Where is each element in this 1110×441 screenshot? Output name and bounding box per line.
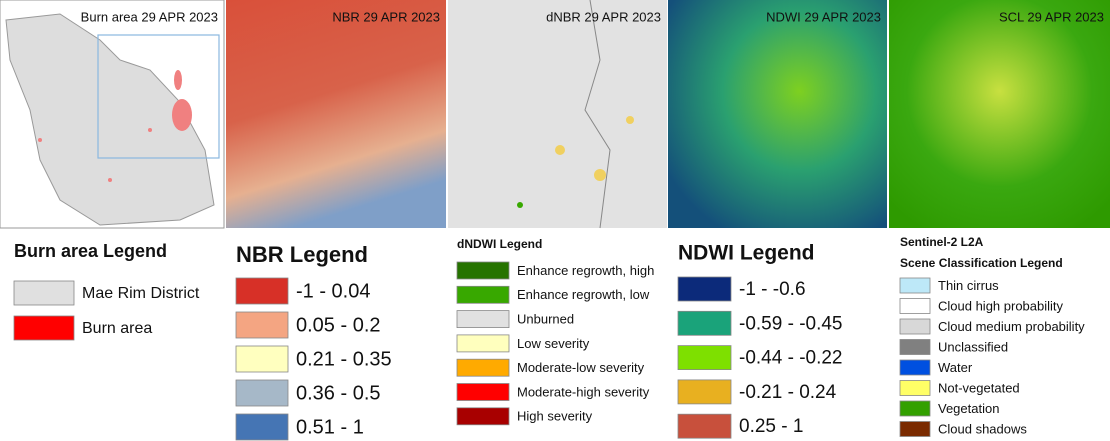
legend-label: -1 - -0.6 [739,279,806,300]
legend-label: 0.25 - 1 [739,416,803,437]
legend-label: Enhance regrowth, low [517,287,650,302]
legend-label: 0.36 - 0.5 [296,382,381,404]
legend-swatch [14,281,74,305]
legend-label: Cloud shadows [938,421,1027,436]
legend-label: -0.44 - -0.22 [739,348,843,369]
legend-swatch [457,286,509,303]
legend-title: dNDWI Legend [457,237,542,251]
legend-label: Thin cirrus [938,278,999,293]
legend-label: Not-vegetated [938,380,1020,395]
legend-swatch [900,401,930,416]
legend-title: Sentinel-2 L2A [900,235,984,249]
legend-swatch [236,278,288,304]
legend-label: -0.21 - 0.24 [739,382,837,403]
panel-title: dNBR 29 APR 2023 [546,9,661,24]
legend-swatch [900,319,930,334]
legend-title: NBR Legend [236,242,368,267]
legend-swatch [236,346,288,372]
legend-label: -1 - 0.04 [296,280,370,302]
legend-swatch [236,380,288,406]
legends: Burn area Legend Mae Rim District Burn are… [14,235,1085,440]
legend-label: 0.21 - 0.35 [296,348,392,370]
legend-label: 0.51 - 1 [296,416,364,438]
legend-label: High severity [517,409,593,424]
legend-title: Scene Classification Legend [900,256,1063,270]
ndwi-map [668,0,887,228]
legend-swatch [457,359,509,376]
legend-swatch [678,277,731,301]
scl-map [889,0,1110,228]
legend-swatch [457,335,509,352]
legend-swatch [900,278,930,293]
legend-title: Burn area Legend [14,241,167,261]
map-panels [0,0,1110,228]
legend-swatch [678,346,731,370]
legend-label: Cloud high probability [938,298,1064,313]
legend-label: Moderate-low severity [517,360,645,375]
legend-swatch [457,408,509,425]
legend-swatch [678,414,731,438]
panel-title: NDWI 29 APR 2023 [766,9,881,24]
panel-title: SCL 29 APR 2023 [999,9,1104,24]
legend-label: Water [938,360,973,375]
legend-swatch [236,312,288,338]
legend-swatch [457,311,509,328]
legend-label: Enhance regrowth, high [517,263,654,278]
legend-swatch [14,316,74,340]
legend-swatch [457,384,509,401]
figure: Burn area 29 APR 2023 NBR 29 APR 2023 dN… [0,0,1110,441]
legend-label: Mae Rim District [82,285,200,302]
nbr-map [226,0,446,228]
legend-swatch [900,381,930,396]
legend-swatch [900,422,930,437]
legend-label: -0.59 - -0.45 [739,313,843,334]
legend-swatch [236,414,288,440]
legend-swatch [678,311,731,335]
legend-swatch [900,340,930,355]
panel-title: Burn area 29 APR 2023 [81,9,218,24]
legend-label: Low severity [517,336,590,351]
legend-label: Burn area [82,320,152,337]
panel-title: NBR 29 APR 2023 [332,9,440,24]
legend-label: 0.05 - 0.2 [296,314,381,336]
legend-swatch [900,360,930,375]
legend-title: NDWI Legend [678,242,815,265]
legend-label: Vegetation [938,401,999,416]
legend-label: Moderate-high severity [517,384,650,399]
legend-swatch [900,299,930,314]
legend-swatch [457,262,509,279]
legend-label: Cloud medium probability [938,319,1085,334]
legend-swatch [678,380,731,404]
legend-label: Unclassified [938,339,1008,354]
dnbr-map [448,0,667,228]
legend-label: Unburned [517,312,574,327]
